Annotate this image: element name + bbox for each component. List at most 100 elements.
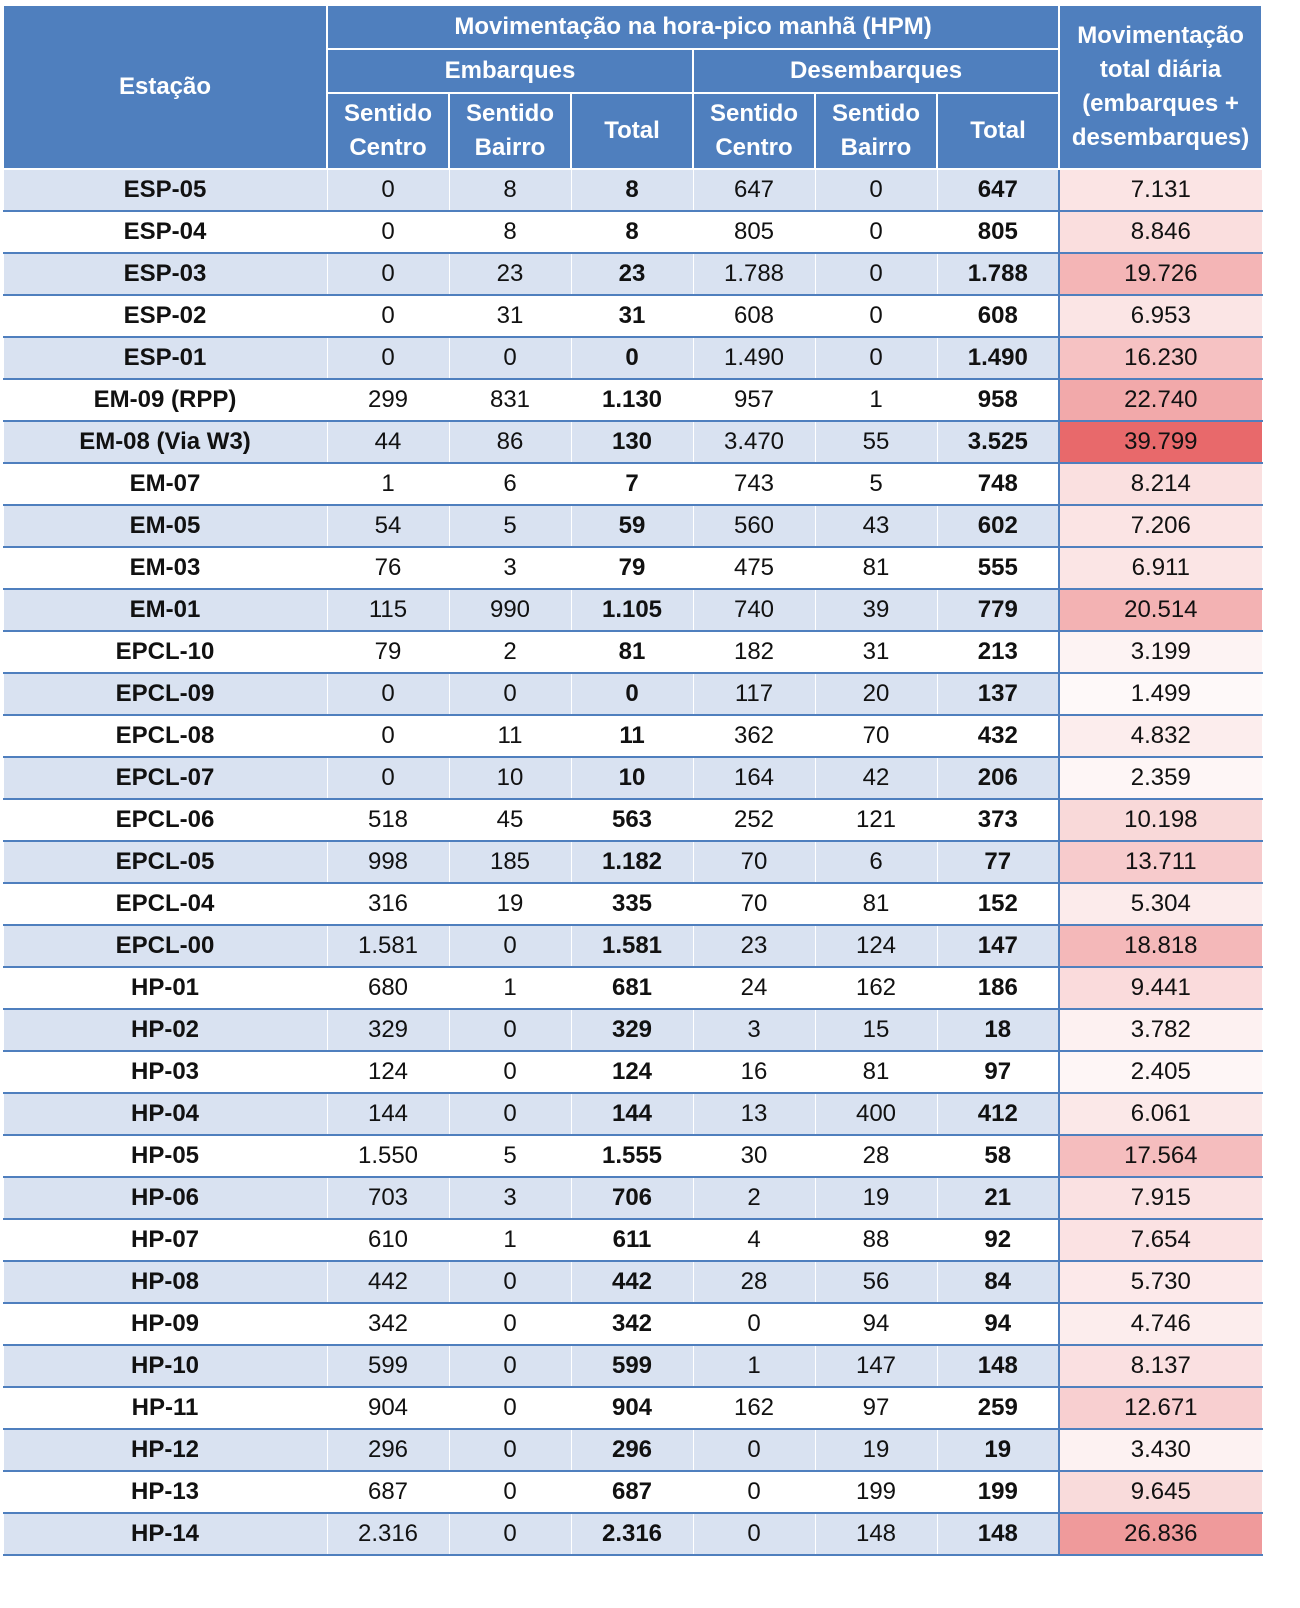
desembarques-total: 147: [936, 924, 1060, 968]
embarques-sentido-centro: 599: [326, 1344, 450, 1388]
table-row: EM-01 115 990 1.105 740 39 779 20.514: [2, 588, 1263, 632]
desembarques-sentido-centro: 252: [692, 798, 816, 842]
embarques-sentido-bairro: 0: [448, 1428, 572, 1472]
desembarques-total: 555: [936, 546, 1060, 590]
embarques-total: 130: [570, 420, 694, 464]
embarques-sentido-bairro: 6: [448, 462, 572, 506]
desembarques-sentido-centro: 0: [692, 1428, 816, 1472]
daily-total: 3.199: [1058, 630, 1263, 674]
station-name: ESP-04: [2, 210, 328, 254]
embarques-sentido-bairro: 8: [448, 168, 572, 212]
embarques-sentido-bairro: 185: [448, 840, 572, 884]
embarques-total: 1.130: [570, 378, 694, 422]
daily-total: 3.782: [1058, 1008, 1263, 1052]
embarques-total: 0: [570, 672, 694, 716]
daily-total: 6.061: [1058, 1092, 1263, 1136]
embarques-sentido-bairro: 0: [448, 1302, 572, 1346]
desembarques-sentido-centro: 30: [692, 1134, 816, 1178]
desembarques-sentido-bairro: 162: [814, 966, 938, 1010]
station-name: ESP-05: [2, 168, 328, 212]
embarques-sentido-centro: 610: [326, 1218, 450, 1262]
embarques-sentido-bairro: 1: [448, 1218, 572, 1262]
embarques-total: 10: [570, 756, 694, 800]
embarques-sentido-centro: 296: [326, 1428, 450, 1472]
embarques-total: 59: [570, 504, 694, 548]
daily-total: 22.740: [1058, 378, 1263, 422]
table-row: HP-06 703 3 706 2 19 21 7.915: [2, 1176, 1263, 1220]
daily-total: 12.671: [1058, 1386, 1263, 1430]
desembarques-total: 412: [936, 1092, 1060, 1136]
desembarques-sentido-bairro: 0: [814, 294, 938, 338]
desembarques-total: 84: [936, 1260, 1060, 1304]
daily-total: 7.131: [1058, 168, 1263, 212]
embarques-sentido-centro: 79: [326, 630, 450, 674]
desembarques-sentido-centro: 1.788: [692, 252, 816, 296]
embarques-sentido-centro: 316: [326, 882, 450, 926]
station-name: EM-03: [2, 546, 328, 590]
desembarques-sentido-centro: 4: [692, 1218, 816, 1262]
desembarques-total: 137: [936, 672, 1060, 716]
embarques-total: 296: [570, 1428, 694, 1472]
table-row: HP-03 124 0 124 16 81 97 2.405: [2, 1050, 1263, 1094]
daily-total: 5.730: [1058, 1260, 1263, 1304]
station-name: EPCL-04: [2, 882, 328, 926]
desembarques-total: 58: [936, 1134, 1060, 1178]
desembarques-total: 206: [936, 756, 1060, 800]
desembarques-sentido-centro: 23: [692, 924, 816, 968]
embarques-sentido-centro: 687: [326, 1470, 450, 1514]
embarques-sentido-bairro: 2: [448, 630, 572, 674]
embarques-total: 2.316: [570, 1512, 694, 1556]
embarques-sentido-centro: 1.550: [326, 1134, 450, 1178]
desembarques-sentido-centro: 3.470: [692, 420, 816, 464]
header-emb-sentido-bairro: Sentido Bairro: [448, 92, 572, 170]
table-row: ESP-04 0 8 8 805 0 805 8.846: [2, 210, 1263, 254]
desembarques-total: 97: [936, 1050, 1060, 1094]
desembarques-sentido-centro: 164: [692, 756, 816, 800]
embarques-sentido-centro: 0: [326, 294, 450, 338]
table-row: ESP-01 0 0 0 1.490 0 1.490 16.230: [2, 336, 1263, 380]
desembarques-total: 748: [936, 462, 1060, 506]
table-row: EM-07 1 6 7 743 5 748 8.214: [2, 462, 1263, 506]
table-row: HP-02 329 0 329 3 15 18 3.782: [2, 1008, 1263, 1052]
daily-total: 7.206: [1058, 504, 1263, 548]
table-row: HP-11 904 0 904 162 97 259 12.671: [2, 1386, 1263, 1430]
station-name: HP-11: [2, 1386, 328, 1430]
embarques-sentido-bairro: 23: [448, 252, 572, 296]
station-movement-table: Estação Movimentação na hora-pico manhã …: [2, 4, 1264, 1556]
desembarques-sentido-bairro: 81: [814, 1050, 938, 1094]
daily-total: 20.514: [1058, 588, 1263, 632]
table-row: EPCL-07 0 10 10 164 42 206 2.359: [2, 756, 1263, 800]
desembarques-total: 779: [936, 588, 1060, 632]
station-name: HP-02: [2, 1008, 328, 1052]
table-row: HP-13 687 0 687 0 199 199 9.645: [2, 1470, 1263, 1514]
station-name: HP-14: [2, 1512, 328, 1556]
embarques-sentido-bairro: 19: [448, 882, 572, 926]
station-name: HP-01: [2, 966, 328, 1010]
desembarques-sentido-centro: 2: [692, 1176, 816, 1220]
embarques-sentido-centro: 0: [326, 252, 450, 296]
daily-total: 4.832: [1058, 714, 1263, 758]
table-row: EPCL-06 518 45 563 252 121 373 10.198: [2, 798, 1263, 842]
desembarques-total: 213: [936, 630, 1060, 674]
desembarques-sentido-centro: 1.490: [692, 336, 816, 380]
daily-total: 17.564: [1058, 1134, 1263, 1178]
desembarques-total: 19: [936, 1428, 1060, 1472]
embarques-sentido-centro: 998: [326, 840, 450, 884]
embarques-sentido-centro: 2.316: [326, 1512, 450, 1556]
embarques-total: 1.555: [570, 1134, 694, 1178]
station-name: EM-09 (RPP): [2, 378, 328, 422]
embarques-total: 599: [570, 1344, 694, 1388]
embarques-sentido-centro: 124: [326, 1050, 450, 1094]
embarques-sentido-centro: 518: [326, 798, 450, 842]
embarques-sentido-bairro: 31: [448, 294, 572, 338]
table-row: HP-05 1.550 5 1.555 30 28 58 17.564: [2, 1134, 1263, 1178]
station-name: EPCL-06: [2, 798, 328, 842]
desembarques-sentido-bairro: 43: [814, 504, 938, 548]
embarques-total: 1.182: [570, 840, 694, 884]
embarques-sentido-bairro: 0: [448, 1386, 572, 1430]
daily-total: 6.953: [1058, 294, 1263, 338]
station-name: HP-07: [2, 1218, 328, 1262]
embarques-sentido-bairro: 86: [448, 420, 572, 464]
embarques-sentido-bairro: 0: [448, 1092, 572, 1136]
embarques-sentido-centro: 329: [326, 1008, 450, 1052]
